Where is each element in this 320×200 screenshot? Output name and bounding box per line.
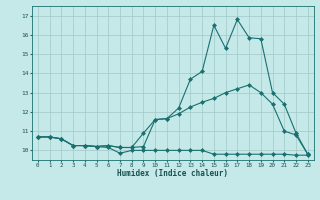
X-axis label: Humidex (Indice chaleur): Humidex (Indice chaleur) (117, 169, 228, 178)
